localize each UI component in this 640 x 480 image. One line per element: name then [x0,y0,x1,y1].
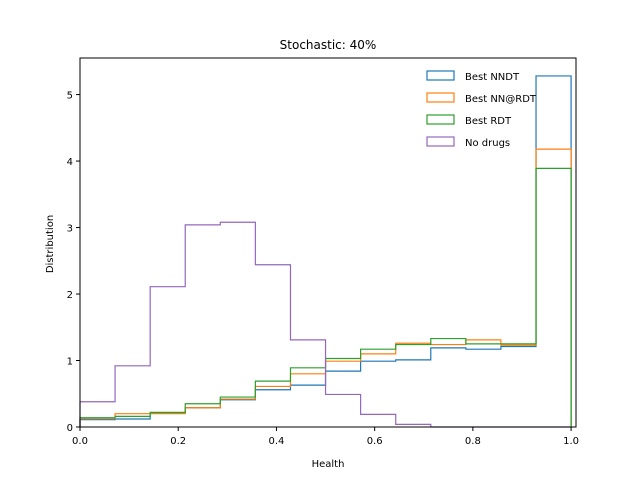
x-tick-label: 0.6 [367,436,383,447]
chart-title: Stochastic: 40% [280,38,377,52]
y-tick-label: 4 [67,157,73,168]
legend-swatch [426,92,455,103]
legend-swatch [426,114,455,125]
legend-label: Best NN@RDT [465,94,537,105]
x-tick-label: 0.0 [72,436,88,447]
plot-frame [79,57,577,428]
y-tick-label: 2 [67,290,73,301]
y-tick-label: 5 [67,91,73,102]
legend: Best NNDT Best NN@RDT Best RDT No drugs [426,70,537,149]
x-tick-label: 0.2 [170,436,186,447]
series-no-drugs [79,221,572,428]
legend-swatch [426,70,455,81]
y-tick-label: 0 [67,423,73,434]
x-tick-label: 1.0 [563,436,579,447]
y-tick-label: 1 [67,357,73,368]
axes-layer: 0.0 0.2 0.4 0.6 0.8 1.0 0 1 2 3 4 5 [67,57,579,447]
x-tick-label: 0.4 [268,436,284,447]
legend-label: Best NNDT [465,72,520,83]
legend-swatch [426,136,455,147]
x-tick-label: 0.8 [465,436,481,447]
legend-label: Best RDT [465,116,512,127]
y-tick-label: 3 [67,224,73,235]
series-layer [79,75,572,428]
x-axis-label: Health [312,459,345,470]
y-axis-label: Distribution [45,215,56,273]
legend-label: No drugs [465,138,510,149]
